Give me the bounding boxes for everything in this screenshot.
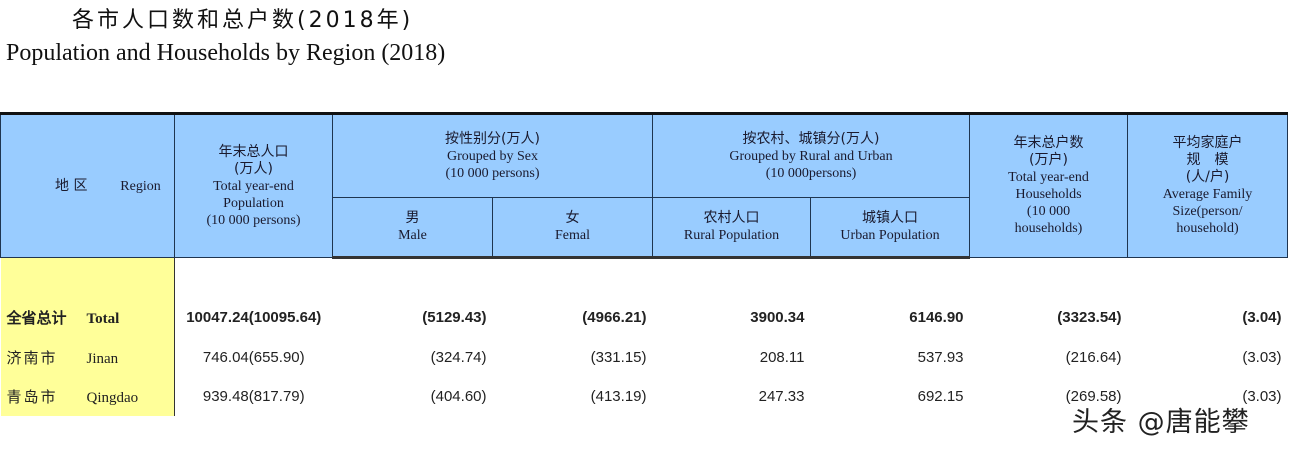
header-region: 地 区 Region	[0, 112, 175, 258]
header-female: 女 Femal	[492, 197, 653, 259]
table-row-total: 全省总计 Total 10047.24(10095.64) (5129.43) (…	[0, 297, 1288, 338]
watermark: 头条 @唐能攀	[1072, 407, 1250, 438]
table-row-jinan: 济南市 Jinan 746.04(655.90) (324.74) (331.15…	[0, 337, 1288, 378]
page-title-chinese: 各市人口数和总户数(2018年)	[72, 8, 414, 33]
header-male: 男 Male	[332, 197, 493, 259]
page-title-english: Population and Households by Region (201…	[6, 40, 446, 66]
header-urban: 城镇人口 Urban Population	[809, 197, 971, 259]
table-row-qingdao: 青岛市 Qingdao 939.48(817.79) (404.60) (413.…	[0, 377, 1288, 416]
header-grouped-by-rural-urban: 按农村、城镇分(万人) Grouped by Rural and Urban (…	[651, 112, 971, 198]
header-family-size: 平均家庭户 规 模 (人/户) Average Family Size(pers…	[1127, 112, 1289, 258]
spacer-row	[0, 257, 1288, 298]
header-households: 年末总户数 (万户) Total year-end Households (10…	[969, 112, 1129, 258]
header-total-population: 年末总人口 (万人) Total year-end Population (10…	[174, 112, 333, 258]
population-table: 地 区 Region 年末总人口 (万人) Total year-end Popu…	[0, 112, 1289, 416]
header-grouped-by-sex: 按性别分(万人) Grouped by Sex (10 000 persons)	[332, 112, 653, 198]
header-rural: 农村人口 Rural Population	[652, 197, 811, 259]
